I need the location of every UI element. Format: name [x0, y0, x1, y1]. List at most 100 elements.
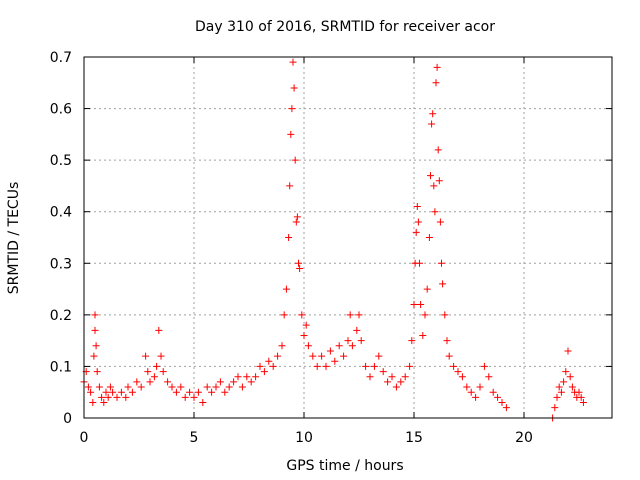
- data-point: [247, 378, 255, 386]
- data-point: [104, 393, 112, 401]
- data-point: [128, 388, 136, 396]
- y-tick-label: 0.3: [50, 256, 72, 272]
- data-point: [313, 362, 321, 370]
- data-point: [423, 285, 431, 293]
- x-tick-label: 0: [80, 430, 89, 446]
- data-point: [137, 383, 145, 391]
- data-point: [282, 285, 290, 293]
- data-point: [286, 182, 294, 190]
- data-point: [370, 362, 378, 370]
- data-point: [269, 362, 277, 370]
- y-tick-label: 0: [63, 411, 72, 427]
- data-point: [124, 383, 132, 391]
- data-point: [102, 388, 110, 396]
- data-point: [397, 378, 405, 386]
- data-point: [344, 337, 352, 345]
- data-point: [144, 368, 152, 376]
- data-point: [87, 388, 95, 396]
- data-point: [557, 388, 565, 396]
- data-point: [560, 378, 568, 386]
- data-point: [551, 404, 559, 412]
- data-point: [379, 368, 387, 376]
- data-point: [357, 337, 365, 345]
- data-point: [432, 79, 440, 87]
- data-point: [285, 234, 293, 241]
- data-point: [480, 362, 488, 370]
- data-point: [355, 311, 363, 319]
- data-point: [568, 383, 576, 391]
- data-point: [346, 311, 354, 319]
- data-point: [260, 368, 268, 376]
- data-point: [348, 342, 356, 350]
- data-point: [106, 383, 114, 391]
- data-point: [502, 404, 510, 412]
- data-point: [454, 368, 462, 376]
- data-point: [221, 388, 229, 396]
- data-point: [366, 373, 374, 381]
- data-point: [309, 352, 317, 360]
- data-point: [476, 383, 484, 391]
- tick-labels: 0 5 10 15 20 0 0.1 0.2 0.3 0.4 0.5 0.6 0.7: [50, 50, 533, 446]
- plot-frame: [83, 56, 613, 419]
- data-point: [445, 352, 453, 360]
- y-axis-label: SRMTID / TECUs: [6, 182, 22, 295]
- data-point: [429, 110, 437, 118]
- data-point: [562, 368, 570, 376]
- axis-ticks: [83, 56, 612, 419]
- data-point: [318, 352, 326, 360]
- data-point: [278, 342, 286, 350]
- data-point: [91, 311, 99, 319]
- data-point: [295, 259, 302, 267]
- data-point: [159, 368, 167, 376]
- y-tick-label: 0.5: [50, 153, 72, 169]
- data-point: [322, 362, 330, 370]
- data-point: [564, 347, 572, 355]
- data-point: [498, 399, 506, 407]
- data-point: [256, 362, 264, 370]
- data-point: [92, 342, 100, 350]
- y-tick-label: 0.1: [50, 359, 72, 375]
- data-point: [212, 383, 220, 391]
- data-point: [288, 105, 296, 113]
- data-point: [419, 331, 427, 339]
- data-point: [485, 373, 493, 381]
- data-point: [575, 388, 583, 396]
- data-point: [225, 383, 233, 391]
- data-point: [292, 218, 300, 226]
- data-point: [230, 378, 238, 386]
- data-point: [362, 362, 370, 370]
- data-point: [199, 399, 207, 407]
- data-point: [435, 177, 443, 185]
- data-point: [100, 399, 108, 407]
- data-point: [287, 130, 295, 138]
- data-point: [467, 388, 475, 396]
- data-point: [194, 388, 202, 396]
- data-point: [265, 357, 273, 365]
- data-point: [274, 352, 282, 360]
- data-point: [109, 388, 117, 396]
- data-point: [181, 393, 189, 401]
- y-tick-label: 0.4: [50, 205, 72, 221]
- data-point: [489, 388, 497, 396]
- data-point: [168, 383, 176, 391]
- data-point: [89, 399, 97, 407]
- y-tick-label: 0.7: [50, 50, 72, 66]
- data-point: [577, 393, 585, 401]
- x-axis-label: GPS time / hours: [286, 458, 403, 474]
- data-point: [216, 378, 224, 386]
- data-point: [401, 373, 409, 381]
- data-point: [414, 218, 422, 226]
- data-point: [353, 326, 361, 334]
- data-point: [408, 337, 416, 345]
- data-point: [425, 234, 433, 241]
- data-point: [293, 213, 301, 221]
- data-point: [298, 311, 306, 319]
- data-point: [190, 393, 198, 401]
- data-point: [436, 218, 444, 226]
- data-point: [234, 373, 242, 381]
- data-point: [142, 352, 150, 360]
- data-point: [375, 352, 383, 360]
- data-point: [416, 259, 423, 267]
- x-tick-label: 5: [190, 430, 199, 446]
- data-point: [164, 378, 172, 386]
